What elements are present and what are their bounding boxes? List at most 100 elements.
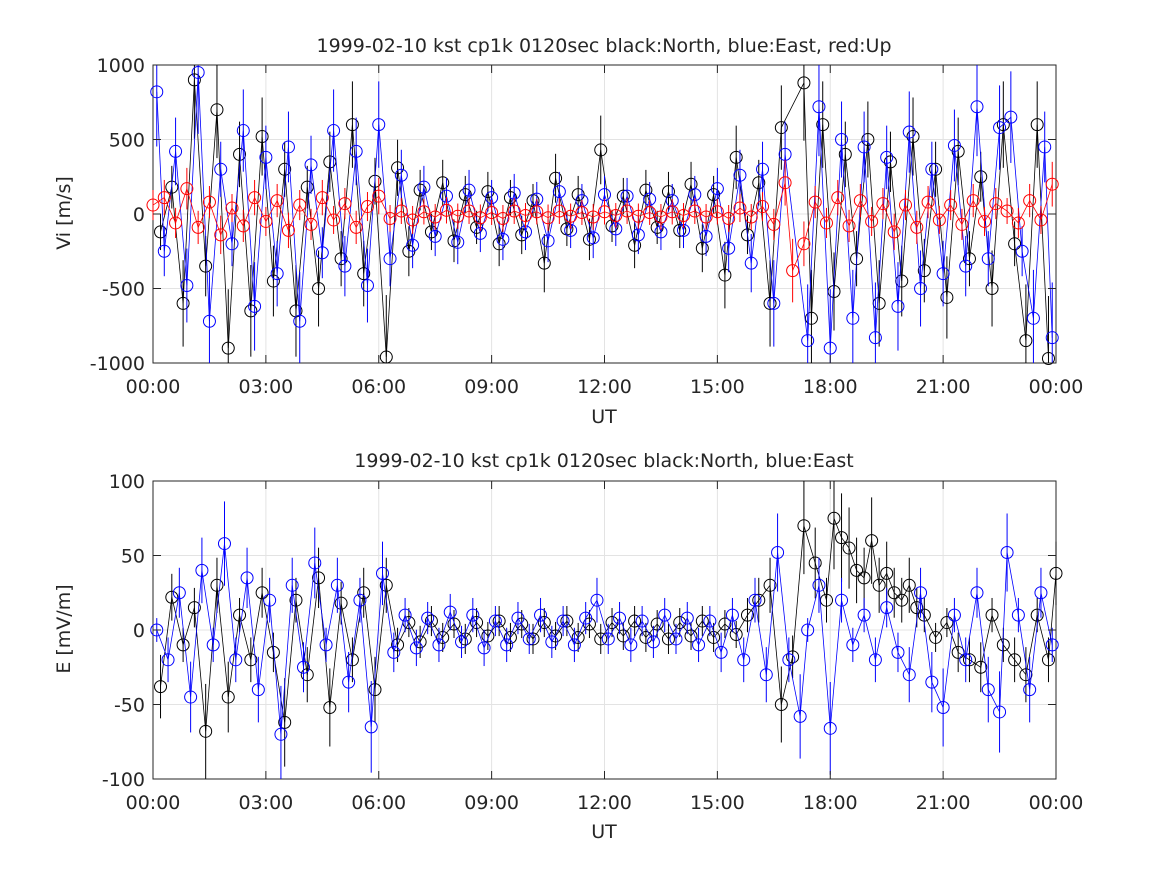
electric-field-chart-point-east <box>229 653 243 667</box>
electric-field-chart-point-north <box>300 668 314 682</box>
velocity-chart-point-north <box>537 256 551 270</box>
velocity-chart-point-north <box>985 282 999 295</box>
velocity-chart-point-east <box>710 182 724 196</box>
electric-field-chart-point-east <box>443 605 457 619</box>
velocity-chart-point-east <box>891 299 905 313</box>
electric-field-chart-point-east <box>936 700 950 714</box>
velocity-chart-point-up <box>756 200 770 214</box>
velocity-chart-point-north <box>996 118 1010 132</box>
electric-field-chart-point-east <box>782 653 796 667</box>
velocity-chart-point-up <box>146 198 160 212</box>
electric-field-chart-point-east <box>545 635 559 649</box>
velocity-chart-point-up <box>932 213 946 227</box>
velocity-chart-xtick-label: 15:00 <box>690 376 745 398</box>
electric-field-chart-point-east <box>925 675 939 689</box>
velocity-chart-point-north <box>940 290 954 304</box>
velocity-chart-point-up <box>575 206 589 220</box>
electric-field-chart-series-east <box>150 501 1059 779</box>
electric-field-chart-point-east <box>1023 683 1037 697</box>
electric-field-chart-point-east <box>150 623 164 637</box>
velocity-chart-point-north <box>176 296 190 310</box>
velocity-chart-point-north <box>1008 237 1022 251</box>
electric-field-chart-point-north <box>481 629 495 643</box>
velocity-chart-point-north <box>312 282 326 295</box>
velocity-chart-point-up <box>842 219 856 233</box>
velocity-chart-point-up <box>767 217 781 231</box>
velocity-chart-point-up <box>1034 213 1048 227</box>
electric-field-chart-point-north <box>176 638 190 652</box>
electric-field-chart-xtick-label: 06:00 <box>351 792 406 814</box>
electric-field-chart-xtick-label: 09:00 <box>464 792 519 814</box>
velocity-chart-point-up <box>236 219 250 233</box>
velocity-chart-point-east <box>552 185 566 199</box>
electric-field-chart-point-east <box>714 645 728 659</box>
velocity-chart-ytick-label: 0 <box>133 204 145 226</box>
velocity-chart-point-north <box>413 183 427 197</box>
electric-field-chart-point-north <box>571 630 585 644</box>
electric-field-chart-point-east <box>500 638 514 652</box>
velocity-chart-xtick-label: 18:00 <box>803 376 858 398</box>
velocity-chart-point-east <box>338 259 352 273</box>
velocity-chart-point-north <box>266 274 280 288</box>
velocity-chart-point-up <box>853 194 867 208</box>
velocity-chart-point-east <box>812 100 826 114</box>
velocity-chart-point-east <box>767 296 781 310</box>
velocity-chart-point-up <box>180 182 194 196</box>
electric-field-chart-point-north <box>447 617 461 631</box>
electric-field-chart-point-north <box>1041 653 1055 667</box>
velocity-chart-point-up <box>786 264 800 278</box>
velocity-chart-ytick-label: 500 <box>109 130 145 152</box>
electric-field-chart-point-east <box>857 608 871 622</box>
velocity-chart-point-up <box>315 191 329 205</box>
electric-field-chart-point-east <box>613 611 627 625</box>
electric-field-chart-point-north <box>357 586 371 600</box>
velocity-chart-series-east <box>150 65 1059 363</box>
velocity-chart-point-north <box>763 296 777 310</box>
velocity-chart-point-north <box>244 304 258 318</box>
electric-field-chart-point-east <box>353 593 367 607</box>
velocity-chart-point-up <box>451 209 465 223</box>
velocity-chart-point-north <box>974 170 988 184</box>
velocity-chart-point-east <box>835 133 849 146</box>
velocity-chart-point-up <box>270 194 284 208</box>
electric-field-chart-point-east <box>488 614 502 628</box>
electric-field-chart-point-east <box>993 705 1007 719</box>
velocity-chart-point-north <box>917 264 931 278</box>
electric-field-chart-point-north <box>628 614 642 628</box>
velocity-chart-xtick-label: 06:00 <box>351 376 406 398</box>
electric-field-chart-point-east <box>297 660 310 674</box>
electric-field-chart-point-east <box>421 611 435 625</box>
electric-field-chart-point-north <box>661 632 675 646</box>
electric-field-chart-point-north <box>718 617 732 631</box>
electric-field-chart-point-east <box>914 586 928 600</box>
electric-field-chart-series-north <box>154 481 1063 779</box>
electric-field-chart-ytick-label: -100 <box>102 769 145 791</box>
electric-field-chart-ticks: 00:00 03:00 06:00 09:00 12:00 15:00 18:00 21:00… <box>102 471 1084 814</box>
electric-field-chart-point-east <box>172 586 186 600</box>
velocity-chart-point-north <box>503 191 517 205</box>
electric-field-chart-point-north <box>165 590 179 604</box>
electric-field-chart-point-north <box>221 690 235 704</box>
velocity-chart-xlabel: UT <box>591 406 617 428</box>
velocity-chart-point-up <box>417 205 431 219</box>
velocity-chart-point-east <box>586 231 600 245</box>
velocity-chart-title: 1999-02-10 kst cp1k 0120sec black:North,… <box>316 35 891 57</box>
velocity-chart-point-north <box>639 183 653 197</box>
velocity-chart-point-east <box>722 241 736 255</box>
velocity-chart-point-up <box>797 237 811 251</box>
velocity-chart-point-east <box>462 183 476 197</box>
velocity-chart-point-east <box>383 252 397 266</box>
electric-field-chart-point-east <box>590 593 604 607</box>
velocity-chart-point-east <box>225 237 239 251</box>
electric-field-chart-xlabel: UT <box>591 821 617 843</box>
velocity-chart-point-up <box>710 205 724 219</box>
electric-field-chart-point-east <box>206 638 220 652</box>
velocity-chart-point-east <box>993 121 1007 135</box>
velocity-chart-point-north <box>861 133 875 146</box>
electric-field-chart-point-north <box>650 617 664 631</box>
velocity-chart-point-east <box>925 162 939 176</box>
velocity-chart-point-up <box>978 214 992 228</box>
electric-field-chart-point-north <box>1030 608 1044 622</box>
velocity-chart-point-north <box>661 185 675 199</box>
velocity-chart-point-up <box>620 204 634 218</box>
